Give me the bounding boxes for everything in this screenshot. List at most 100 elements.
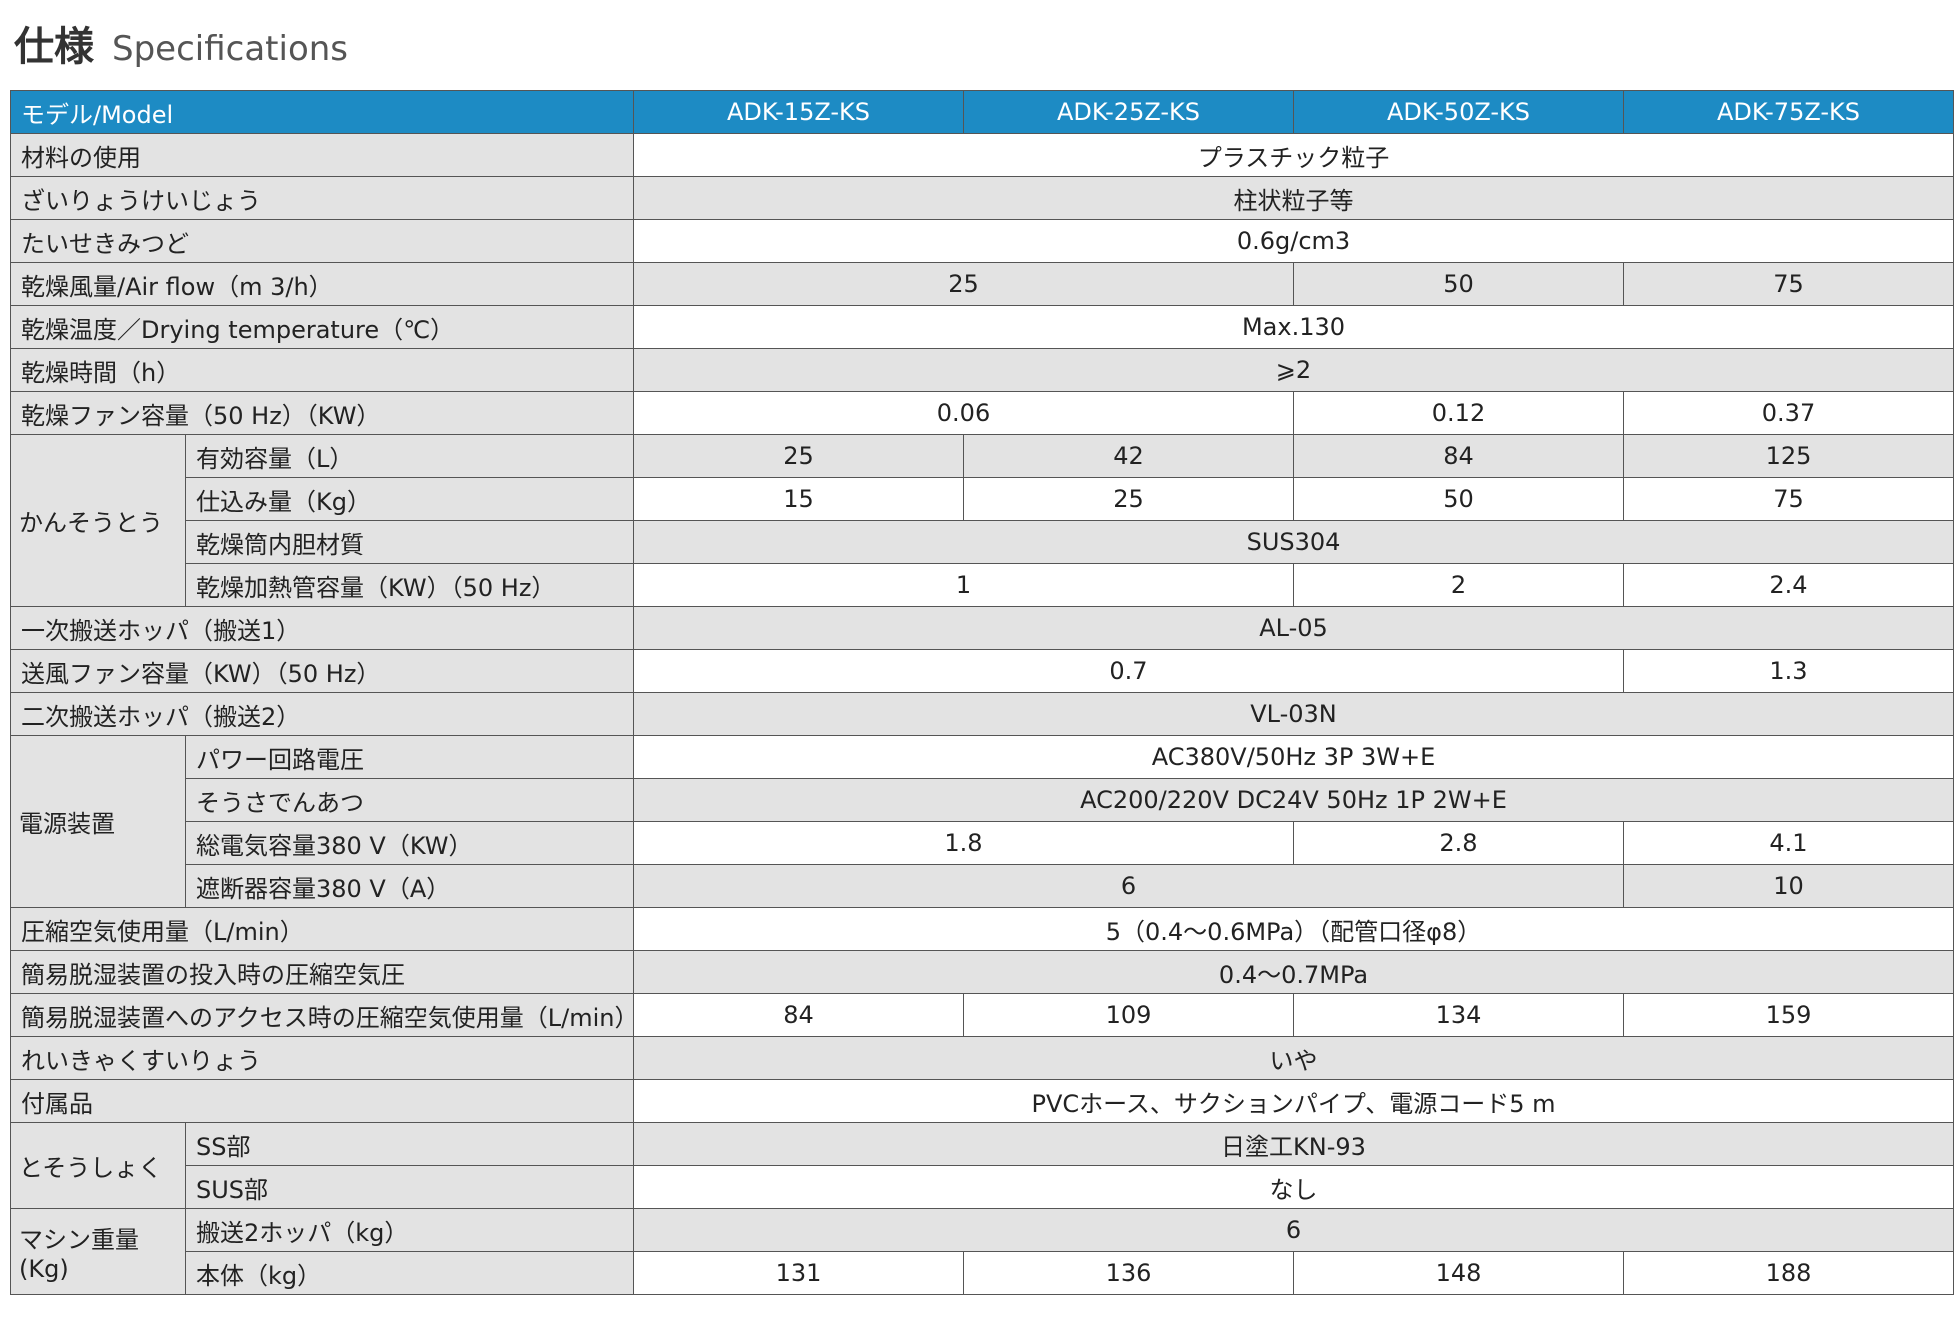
row: 一次搬送ホッパ（搬送1） AL-05 [10,606,1954,650]
row-label: 遮断器容量380 V（A） [185,864,634,908]
value-cell: 50 [1293,477,1624,521]
row-label: 乾燥時間（h） [10,348,634,392]
row: 総電気容量380 V（KW） 1.8 2.8 4.1 [11,821,1954,865]
row: そうさでんあつ AC200/220V DC24V 50Hz 1P 2W+E [11,778,1954,822]
row: 乾燥温度／Drying temperature（℃） Max.130 [10,305,1954,349]
row: ざいりょうけいじょう 柱状粒子等 [10,176,1954,220]
value-cell: 134 [1293,993,1624,1037]
value-cell: 75 [1623,262,1954,306]
row-label: 本体（kg） [185,1251,634,1295]
row-label: 乾燥加熱管容量（KW）（50 Hz） [185,563,634,607]
group-label: かんそうとう [10,434,186,607]
row: れいきゃくすいりょう いや [10,1036,1954,1080]
row: 簡易脱湿装置へのアクセス時の圧縮空気使用量（L/min） 84 109 134 159 [10,993,1954,1037]
value-cell: AL-05 [633,606,1954,650]
value-cell: 1.3 [1623,649,1954,693]
row-label: 一次搬送ホッパ（搬送1） [10,606,634,650]
value-cell: 柱状粒子等 [633,176,1954,220]
row-label: SS部 [185,1122,634,1166]
column-header: モデル/Model [10,90,634,134]
value-cell: ⩾2 [633,348,1954,392]
value-cell: 188 [1623,1251,1954,1295]
row-label: たいせきみつど [10,219,634,263]
value-cell: 6 [633,1208,1954,1252]
row-label: 総電気容量380 V（KW） [185,821,634,865]
row-label: 送風ファン容量（KW）（50 Hz） [10,649,634,693]
value-cell: なし [633,1165,1954,1209]
value-cell: 50 [1293,262,1624,306]
value-cell: 0.12 [1293,391,1624,435]
value-cell: PVCホース、サクションパイプ、電源コード5 m [633,1079,1954,1123]
value-cell: 0.06 [633,391,1294,435]
row: マシン重量 (Kg) 搬送2ホッパ（kg） 6 [10,1208,1954,1295]
subtitle: Specifications [112,29,349,69]
value-cell: 136 [963,1251,1294,1295]
row-label: 乾燥風量/Air flow（m 3/h） [10,262,634,306]
spec-table: モデル/Model ADK-15Z-KS ADK-25Z-KS ADK-50Z-KS A… [10,90,1954,1295]
row-label: そうさでんあつ [185,778,634,822]
row: 乾燥風量/Air flow（m 3/h） 25 50 75 [10,262,1954,306]
row-label: 圧縮空気使用量（L/min） [10,907,634,951]
row: 乾燥筒内胆材質 SUS304 [11,520,1954,564]
title: 仕様 [14,24,94,70]
row-label: 乾燥筒内胆材質 [185,520,634,564]
row-label: れいきゃくすいりょう [10,1036,634,1080]
value-cell: 25 [633,262,1294,306]
value-cell: SUS304 [633,520,1954,564]
value-cell: 4.1 [1623,821,1954,865]
header-row: モデル/Model ADK-15Z-KS ADK-25Z-KS ADK-50Z-KS A… [10,90,1954,134]
value-cell: 25 [633,434,964,478]
group-label: とそうしょく [10,1122,186,1209]
value-cell: 2.4 [1623,563,1954,607]
column-header: ADK-50Z-KS [1293,90,1624,134]
row-label: 付属品 [10,1079,634,1123]
row: かんそうとう 有効容量（L） 25 42 84 125 [10,434,1954,607]
value-cell: 日塗工KN-93 [633,1122,1954,1166]
row: 本体（kg） 131 136 148 188 [11,1251,1954,1295]
row-label: 乾燥温度／Drying temperature（℃） [10,305,634,349]
value-cell: 5（0.4～0.6MPa）（配管口径φ8） [633,907,1954,951]
row-label: 簡易脱湿装置へのアクセス時の圧縮空気使用量（L/min） [10,993,634,1037]
row: 仕込み量（Kg） 15 25 50 75 [11,477,1954,521]
row-label: 有効容量（L） [185,434,634,478]
value-cell: 109 [963,993,1294,1037]
value-cell: 10 [1623,864,1954,908]
row: 二次搬送ホッパ（搬送2） VL-03N [10,692,1954,736]
row: 乾燥時間（h） ⩾2 [10,348,1954,392]
value-cell: 131 [633,1251,964,1295]
row: 圧縮空気使用量（L/min） 5（0.4～0.6MPa）（配管口径φ8） [10,907,1954,951]
row-label: 二次搬送ホッパ（搬送2） [10,692,634,736]
value-cell: 148 [1293,1251,1624,1295]
row-label: 搬送2ホッパ（kg） [185,1208,634,1252]
value-cell: 0.4～0.7MPa [633,950,1954,994]
row: 付属品 PVCホース、サクションパイプ、電源コード5 m [10,1079,1954,1123]
value-cell: 25 [963,477,1294,521]
row: 遮断器容量380 V（A） 6 10 [11,864,1954,908]
value-cell: 2.8 [1293,821,1624,865]
value-cell: 75 [1623,477,1954,521]
value-cell: 6 [633,864,1624,908]
row: とそうしょく SS部 日塗工KN-93 [10,1122,1954,1209]
row: 送風ファン容量（KW）（50 Hz） 0.7 1.3 [10,649,1954,693]
row-label: ざいりょうけいじょう [10,176,634,220]
row-label: 仕込み量（Kg） [185,477,634,521]
row: 電源装置 パワー回路電圧 AC380V/50Hz 3P 3W+E [10,735,1954,908]
row-label: 乾燥ファン容量（50 Hz）（KW） [10,391,634,435]
row: SUS部 なし [11,1165,1954,1209]
value-cell: 0.37 [1623,391,1954,435]
value-cell: 2 [1293,563,1624,607]
value-cell: 159 [1623,993,1954,1037]
row-label: 簡易脱湿装置の投入時の圧縮空気圧 [10,950,634,994]
value-cell: いや [633,1036,1954,1080]
value-cell: 84 [633,993,964,1037]
row: 簡易脱湿装置の投入時の圧縮空気圧 0.4～0.7MPa [10,950,1954,994]
value-cell: 1 [633,563,1294,607]
value-cell: AC380V/50Hz 3P 3W+E [633,735,1954,779]
value-cell: 0.6g/cm3 [633,219,1954,263]
heading: 仕様 Specifications [14,14,348,72]
value-cell: 1.8 [633,821,1294,865]
row: 乾燥加熱管容量（KW）（50 Hz） 1 2 2.4 [11,563,1954,607]
column-header: ADK-75Z-KS [1623,90,1954,134]
